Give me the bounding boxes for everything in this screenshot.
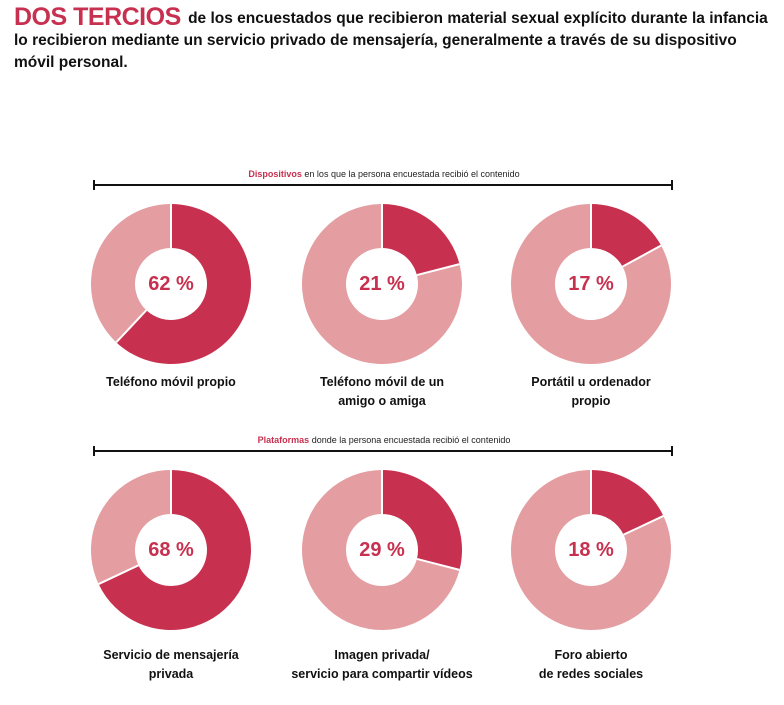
donut-svg: [301, 470, 462, 630]
donut-remainder-segment: [301, 470, 460, 630]
header-highlight: DOS TERCIOS: [14, 3, 181, 31]
donut-remainder-segment: [511, 204, 671, 364]
donut-remainder-segment: [302, 204, 462, 364]
donut-value-label: 62 %: [148, 272, 194, 295]
donut-caption: Teléfono móvil propio: [71, 373, 271, 392]
section-label-platforms-strong: Plataformas: [257, 435, 310, 445]
donut-chart: 21 %: [301, 203, 463, 365]
donut-segment-divider: [416, 263, 460, 277]
donut-value-segment: [116, 204, 251, 364]
donut-caption: Imagen privada/ servicio para compartir …: [282, 646, 482, 684]
section-label-platforms-text: donde la persona encuestada recibió el c…: [309, 435, 511, 445]
donut-caption: Servicio de mensajería privada: [71, 646, 271, 684]
section-label-devices-text: en los que la persona encuestada recibió…: [301, 169, 520, 179]
donut-svg: [90, 470, 252, 630]
donut-value-label: 29 %: [359, 538, 405, 561]
section-label-devices-strong: Dispositivos: [248, 169, 302, 179]
section-label-devices: Dispositivos en los que la persona encue…: [94, 169, 674, 179]
caption-line: Teléfono móvil propio: [106, 375, 236, 389]
caption-line: de redes sociales: [538, 667, 644, 681]
donut-svg: [511, 204, 671, 364]
donut-caption: Portátil u ordenador propio: [491, 373, 691, 411]
header-text: DOS TERCIOS de los encuestados que recib…: [14, 3, 774, 74]
donut-segment-divider: [115, 309, 148, 344]
donut-chart: 29 %: [301, 469, 463, 631]
donut-chart: 18 %: [510, 469, 672, 631]
donut-chart: 68 %: [90, 469, 252, 631]
donut-svg: [91, 204, 251, 364]
donut-value-label: 17 %: [568, 272, 614, 295]
caption-line: propio: [571, 394, 611, 408]
caption-line: Servicio de mensajería: [103, 648, 239, 662]
section-bracket-platforms: [93, 446, 673, 456]
section-label-platforms: Plataformas donde la persona encuestada …: [94, 435, 674, 445]
donut-value-segment: [98, 470, 252, 630]
donut-value-segment: [382, 470, 462, 570]
donut-remainder-segment: [91, 204, 171, 343]
donut-svg: [302, 204, 462, 364]
donut-remainder-segment: [90, 470, 171, 585]
donut-segment-divider: [622, 244, 662, 268]
donut-value-segment: [591, 204, 662, 267]
caption-line: amigo o amiga: [338, 394, 426, 408]
header: DOS TERCIOS de los encuestados que recib…: [14, 3, 774, 74]
donut-segment-divider: [98, 564, 139, 585]
caption-line: Teléfono móvil de un: [319, 375, 445, 389]
donut-svg: [511, 470, 671, 630]
donut-value-label: 68 %: [148, 538, 194, 561]
donut-chart: 17 %: [510, 203, 672, 365]
caption-line: servicio para compartir vídeos: [291, 667, 473, 681]
donut-chart: 62 %: [90, 203, 252, 365]
donut-remainder-segment: [511, 470, 671, 630]
donut-segment-divider: [623, 515, 664, 536]
header-description: de los encuestados que recibieron materi…: [14, 10, 768, 71]
donut-caption: Foro abierto de redes sociales: [491, 646, 691, 684]
donut-value-segment: [382, 204, 460, 276]
caption-line: privada: [148, 667, 194, 681]
donut-segment-divider: [416, 557, 460, 571]
caption-line: Foro abierto: [554, 648, 628, 662]
section-bracket-devices: [93, 180, 673, 190]
donut-caption: Teléfono móvil de un amigo o amiga: [282, 373, 482, 411]
caption-line: Imagen privada/: [334, 648, 430, 662]
donut-value-segment: [591, 470, 664, 535]
donut-value-label: 21 %: [359, 272, 405, 295]
caption-line: Portátil u ordenador: [531, 375, 651, 389]
donut-value-label: 18 %: [568, 538, 614, 561]
